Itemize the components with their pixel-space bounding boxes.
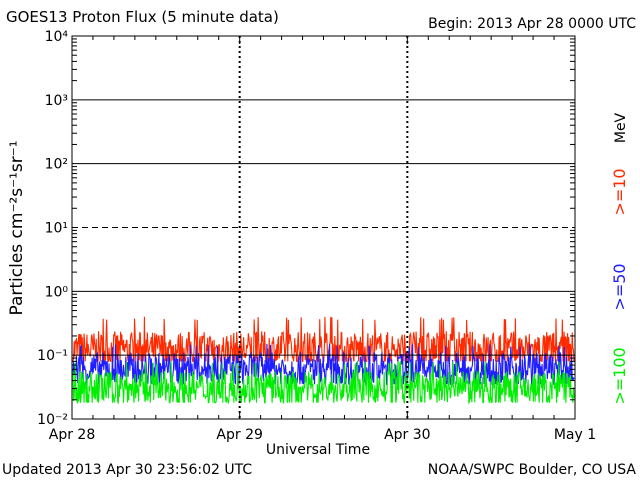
y-tick-label: 10⁻² [37, 412, 68, 428]
series-line-2 [72, 360, 575, 405]
x-axis-label: Universal Time [266, 442, 370, 458]
series-line-0 [72, 316, 575, 364]
legend-label-50mev: >=50 [610, 263, 629, 310]
y-tick-label: 10³ [45, 93, 68, 109]
y-tick-label: 10² [45, 157, 68, 173]
x-tick-label: May 1 [554, 427, 596, 443]
x-tick-label: Apr 30 [384, 427, 430, 443]
x-tick-label: Apr 28 [49, 427, 95, 443]
y-tick-label: 10⁻¹ [37, 348, 68, 364]
y-tick-label: 10⁰ [45, 284, 69, 300]
credit: NOAA/SWPC Boulder, CO USA [428, 462, 637, 478]
grid-layer [72, 36, 575, 419]
y-tick-label: 10¹ [45, 221, 68, 237]
legend-label-10mev: >=10 [610, 168, 629, 215]
unit-label: MeV [613, 112, 629, 143]
updated-time: Updated 2013 Apr 30 23:56:02 UTC [2, 462, 252, 478]
x-tick-label: Apr 29 [216, 427, 262, 443]
legend-label-100mev: >=100 [610, 347, 629, 404]
plot-frame [71, 35, 576, 420]
chart-title: GOES13 Proton Flux (5 minute data) [6, 8, 279, 26]
y-tick-label: 10⁴ [45, 29, 69, 45]
series-layer [72, 316, 575, 405]
begin-time: Begin: 2013 Apr 28 0000 UTC [428, 16, 636, 32]
y-axis-label: Particles cm⁻²s⁻¹sr⁻¹ [7, 140, 27, 315]
